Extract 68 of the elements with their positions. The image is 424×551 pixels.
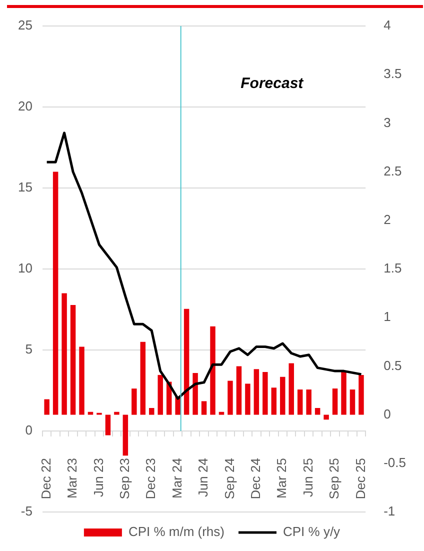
bar bbox=[52, 172, 58, 415]
bar bbox=[201, 401, 207, 415]
y2-tick-label: 1 bbox=[384, 309, 391, 324]
bar bbox=[210, 326, 216, 415]
y2-tick-label: 3.5 bbox=[384, 66, 402, 82]
bar bbox=[358, 374, 364, 415]
legend-label: CPI % y/y bbox=[282, 524, 341, 540]
bar bbox=[140, 342, 146, 415]
y-tick-label: 25 bbox=[18, 18, 32, 33]
x-tick-label: Mar 24 bbox=[169, 458, 184, 498]
y2-tick-label: 3 bbox=[384, 114, 391, 130]
y-tick-label: 5 bbox=[25, 342, 32, 357]
y2-tick-label: 4 bbox=[384, 18, 391, 33]
x-tick-label: Mar 25 bbox=[274, 458, 290, 498]
y2-tick-label: 2.5 bbox=[384, 163, 402, 178]
bar bbox=[158, 374, 163, 415]
x-tick-label: Dec 23 bbox=[143, 458, 158, 500]
bar bbox=[341, 372, 346, 415]
bar bbox=[122, 414, 128, 456]
bar bbox=[297, 390, 303, 415]
bar bbox=[192, 373, 198, 415]
x-tick-label: Sep 23 bbox=[117, 458, 132, 500]
bar bbox=[114, 412, 120, 415]
y2-tick-label: 0.5 bbox=[384, 358, 402, 373]
bar bbox=[79, 346, 84, 415]
y2-tick-label: -0.5 bbox=[384, 454, 406, 470]
bar bbox=[132, 388, 137, 415]
bar bbox=[262, 372, 268, 415]
y-tick-label: 0 bbox=[25, 422, 32, 438]
x-tick-label: Dec 24 bbox=[248, 458, 264, 500]
x-tick-label: Dec 25 bbox=[352, 458, 368, 500]
y2-tick-label: 2 bbox=[384, 212, 391, 227]
annotation: Forecast bbox=[240, 75, 304, 92]
bar bbox=[88, 412, 94, 415]
x-tick-label: Jun 24 bbox=[196, 458, 211, 498]
bar bbox=[62, 293, 67, 415]
bar bbox=[70, 304, 76, 415]
x-tick-label: Sep 25 bbox=[326, 458, 342, 500]
bar bbox=[228, 380, 233, 415]
legend-label: CPI % m/m (rhs) bbox=[128, 524, 225, 540]
bar bbox=[324, 414, 329, 420]
x-tick-label: Mar 23 bbox=[64, 458, 80, 498]
bar bbox=[288, 363, 294, 415]
bar bbox=[245, 384, 250, 415]
bar bbox=[184, 308, 190, 415]
x-tick-label: Jun 23 bbox=[90, 458, 106, 498]
bar bbox=[149, 408, 154, 415]
bar bbox=[350, 390, 356, 415]
bar bbox=[306, 390, 312, 415]
y-tick-label: -5 bbox=[20, 504, 32, 519]
bar bbox=[280, 376, 286, 415]
x-tick-label: Jun 25 bbox=[300, 458, 316, 498]
y-tick-label: 15 bbox=[18, 180, 32, 195]
bar bbox=[44, 399, 50, 415]
bar bbox=[254, 369, 260, 415]
bar bbox=[218, 412, 224, 415]
x-tick-label: Dec 22 bbox=[38, 458, 54, 500]
y2-tick-label: 1.5 bbox=[384, 260, 402, 276]
bar bbox=[314, 408, 320, 415]
bar bbox=[332, 388, 338, 415]
y2-tick-label: 0 bbox=[384, 406, 391, 422]
bar bbox=[105, 414, 111, 436]
y-tick-label: 10 bbox=[18, 260, 32, 276]
y2-tick-label: -1 bbox=[384, 504, 396, 519]
bar bbox=[236, 366, 242, 415]
bar bbox=[271, 388, 277, 415]
y-tick-label: 20 bbox=[18, 98, 32, 114]
x-tick-label: Sep 24 bbox=[222, 458, 237, 500]
